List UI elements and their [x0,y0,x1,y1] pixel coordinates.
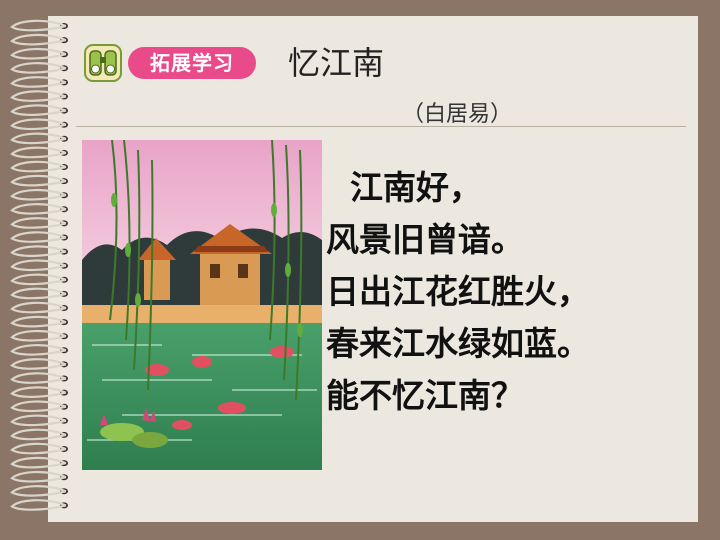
binding-ring [10,90,67,102]
binding-ring [10,188,67,201]
spiral-binding [10,19,68,511]
binding-ring [10,62,67,74]
poem-line-5: 能不忆江南？ [326,376,524,415]
binding-ring [10,132,67,145]
binding-ring [10,315,67,328]
poem-line-1: 江南好， [350,168,482,207]
binding-ring [10,456,67,469]
binding-ring [10,19,67,32]
binding-ring [10,273,67,286]
binding-ring [10,414,67,427]
poem-line-2: 风景旧曾谙。 [326,220,524,259]
binding-ring [10,231,67,243]
poem-title: 忆江南 [288,44,385,82]
binding-ring [10,287,67,300]
binding-ring [10,329,67,342]
binding-ring [10,442,67,455]
binding-ring [10,47,67,60]
binding-ring [10,400,67,413]
section-badge-label: 拓展学习 [128,47,256,79]
binding-ring [10,358,67,370]
divider-line [76,126,686,127]
binding-ring [10,470,67,483]
poem-body: 江南好， 风景旧曾谙。 日出江花红胜火， 春来江水绿如蓝。 能不忆江南？ [326,162,590,422]
binoculars-icon [84,44,122,82]
binding-ring [10,203,67,215]
jiangnan-landscape-illustration [82,140,322,470]
binding-ring [10,174,67,187]
binding-ring [10,386,67,398]
poem-line-4: 春来江水绿如蓝。 [326,324,590,363]
binding-ring [10,76,67,88]
binding-ring [10,217,67,229]
binding-ring [10,301,67,314]
binding-ring [10,118,67,131]
binding-ring [10,146,67,159]
section-badge: 拓展学习 [84,43,256,83]
binding-ring [10,485,67,497]
binding-ring [10,372,67,384]
binding-ring [10,245,67,257]
binding-ring [10,259,67,272]
binding-ring [10,160,67,173]
poem-line-3: 日出江花红胜火， [326,272,590,311]
binding-ring [10,428,67,441]
binding-ring [10,33,67,46]
binding-ring [10,344,67,356]
binding-ring [10,499,67,511]
poem-author: （白居易） [402,102,513,127]
binding-ring [10,104,67,116]
